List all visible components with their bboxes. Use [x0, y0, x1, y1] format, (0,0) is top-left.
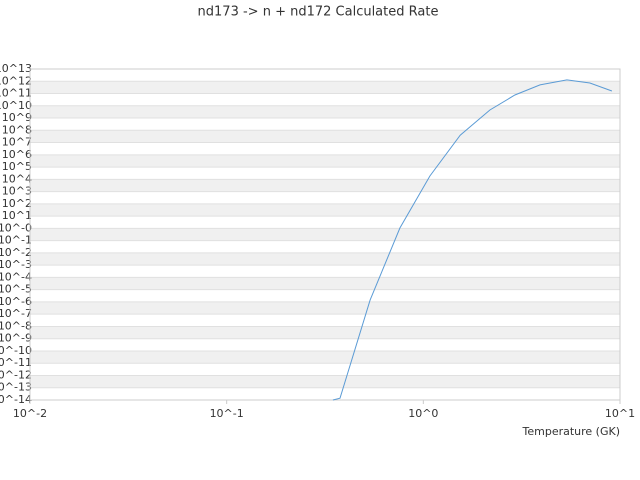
- y-tick-label: 10^10: [0, 99, 32, 112]
- y-tick-label: 10^-12: [0, 368, 32, 381]
- grid-band: [30, 203, 620, 217]
- grid-band: [30, 326, 620, 339]
- x-tick-label: 10^1: [605, 407, 635, 420]
- line-series: [332, 79, 613, 401]
- grid-band: [30, 375, 620, 388]
- x-tick-label: 10^0: [408, 407, 438, 420]
- y-tick-label: 10^9: [2, 111, 32, 124]
- grid-band: [30, 301, 620, 315]
- y-tick-label: 10^-10: [0, 344, 32, 357]
- plot-border: [29, 68, 621, 401]
- y-tick-label: 10^-7: [0, 307, 32, 320]
- x-axis-label: Temperature (GK): [522, 425, 621, 438]
- y-tick-label: 10^11: [0, 87, 32, 100]
- y-tick-label: 10^-5: [0, 283, 32, 296]
- y-tick-label: 10^12: [0, 74, 32, 87]
- x-tick-label: 10^-1: [210, 407, 244, 420]
- y-tick-label: 10^8: [2, 123, 32, 136]
- y-tick-label: 10^-2: [0, 246, 32, 259]
- y-tick-label: 10^1: [2, 209, 32, 222]
- grid-band: [30, 350, 620, 364]
- x-tick-label: 10^-2: [13, 407, 47, 420]
- y-tick-label: 10^-11: [0, 356, 32, 369]
- y-tick-label: 10^-4: [0, 270, 32, 283]
- y-tick-label: 10^-8: [0, 319, 32, 332]
- grid-band: [30, 252, 620, 266]
- y-tick-label: 10^2: [2, 197, 32, 210]
- grid-band: [30, 277, 620, 290]
- chart-title: nd173 -> n + nd172 Calculated Rate: [198, 5, 439, 20]
- y-tick-label: 10^6: [2, 148, 32, 161]
- y-tick-label: 10^-13: [0, 381, 32, 394]
- grid-band: [30, 81, 620, 94]
- grid-band: [30, 130, 620, 143]
- y-tick-label: 10^-0: [0, 221, 32, 234]
- grid-band: [30, 179, 620, 192]
- y-tick-label: 10^-14: [0, 393, 32, 406]
- y-tick-label: 10^-6: [0, 295, 32, 308]
- y-tick-label: 10^3: [2, 185, 32, 198]
- y-tick-label: 10^-9: [0, 332, 32, 345]
- y-tick-label: 10^-1: [0, 234, 32, 247]
- grid-band: [30, 228, 620, 241]
- y-tick-label: 10^13: [0, 62, 32, 75]
- y-tick-label: 10^5: [2, 160, 32, 173]
- y-tick-label: 10^7: [2, 136, 32, 149]
- y-tick-label: 10^-3: [0, 258, 32, 271]
- grid-band: [30, 154, 620, 168]
- grid-band: [30, 105, 620, 119]
- y-tick-label: 10^4: [2, 172, 32, 185]
